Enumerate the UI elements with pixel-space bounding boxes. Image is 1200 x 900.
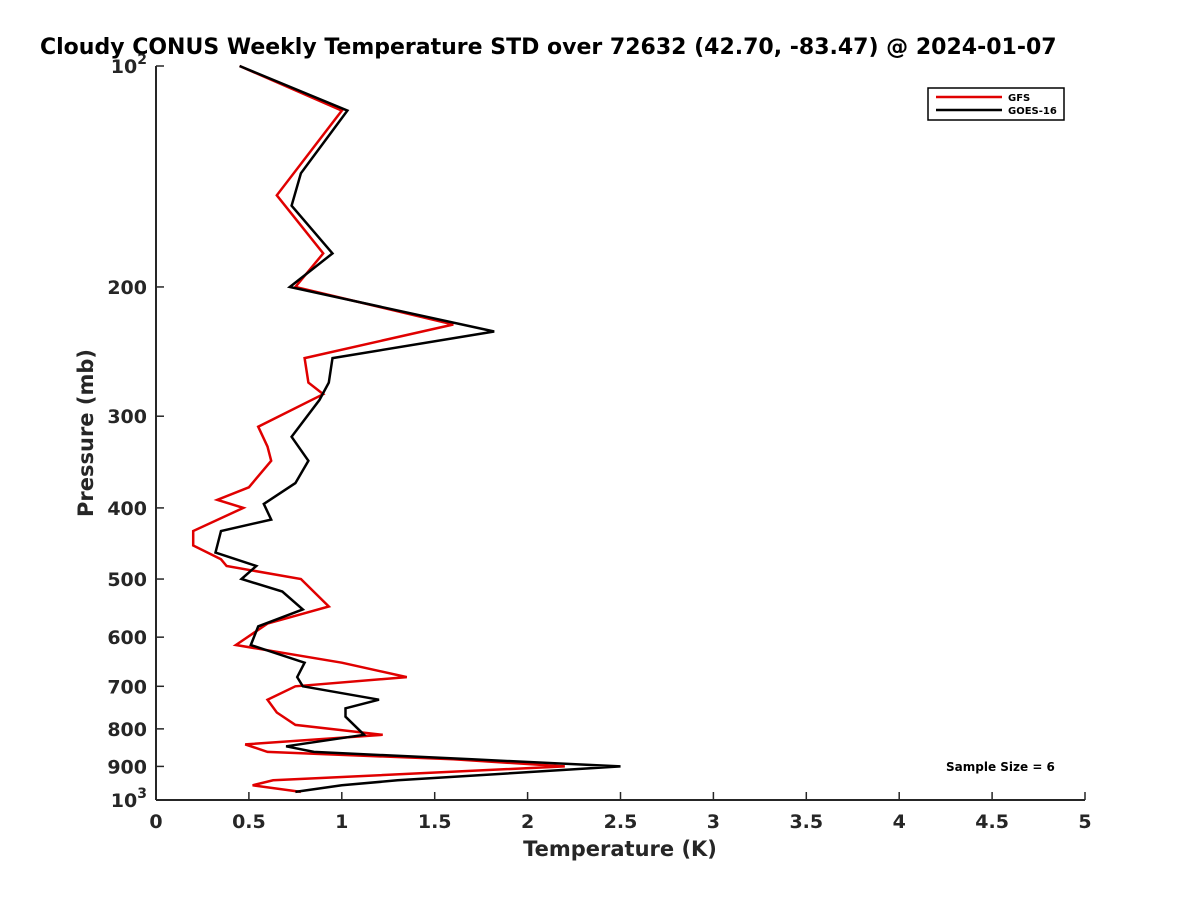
y-tick-label: 102 xyxy=(111,52,147,78)
x-tick-label: 2.5 xyxy=(604,811,638,833)
y-axis-label: Pressure (mb) xyxy=(74,349,98,517)
x-axis-label: Temperature (K) xyxy=(523,837,717,861)
plot-area: 0 0.5 1 1.5 2 2.5 3 3.5 4 4.5 5 102 200 300 400 500 600… xyxy=(107,52,1091,833)
series-line-goes16 xyxy=(213,64,621,794)
y-tick-label: 103 xyxy=(111,786,147,812)
sample-size-annotation: Sample Size = 6 xyxy=(946,760,1055,774)
y-tick-label: 800 xyxy=(107,719,147,741)
x-tick-label: 3 xyxy=(707,811,720,833)
x-tick-label: 4 xyxy=(893,811,906,833)
legend-label-goes16: GOES-16 xyxy=(1008,106,1057,117)
legend-box xyxy=(927,87,1065,121)
y-tick-label: 400 xyxy=(107,498,147,520)
x-tick-label: 1.5 xyxy=(418,811,452,833)
y-tick-label: 700 xyxy=(107,676,147,698)
x-tick-label: 0 xyxy=(149,811,162,833)
series-layer xyxy=(191,64,621,794)
x-tick-label: 5 xyxy=(1078,811,1091,833)
x-tick-label: 4.5 xyxy=(975,811,1009,833)
y-tick-label: 900 xyxy=(107,756,147,778)
legend: GFS GOES-16 xyxy=(927,87,1065,121)
x-tick-label: 1 xyxy=(335,811,348,833)
x-ticks: 0 0.5 1 1.5 2 2.5 3 3.5 4 4.5 5 xyxy=(149,792,1092,833)
x-tick-label: 3.5 xyxy=(789,811,823,833)
x-tick-label: 2 xyxy=(521,811,534,833)
series-line-gfs xyxy=(191,64,565,794)
legend-label-gfs: GFS xyxy=(1008,93,1030,104)
y-ticks: 102 200 300 400 500 600 700 800 900 103 xyxy=(107,52,164,812)
x-tick-label: 0.5 xyxy=(232,811,266,833)
y-tick-label: 500 xyxy=(107,569,147,591)
y-tick-label: 200 xyxy=(107,277,147,299)
y-tick-label: 300 xyxy=(107,406,147,428)
chart-title: Cloudy CONUS Weekly Temperature STD over… xyxy=(40,35,1057,60)
y-tick-label: 600 xyxy=(107,627,147,649)
